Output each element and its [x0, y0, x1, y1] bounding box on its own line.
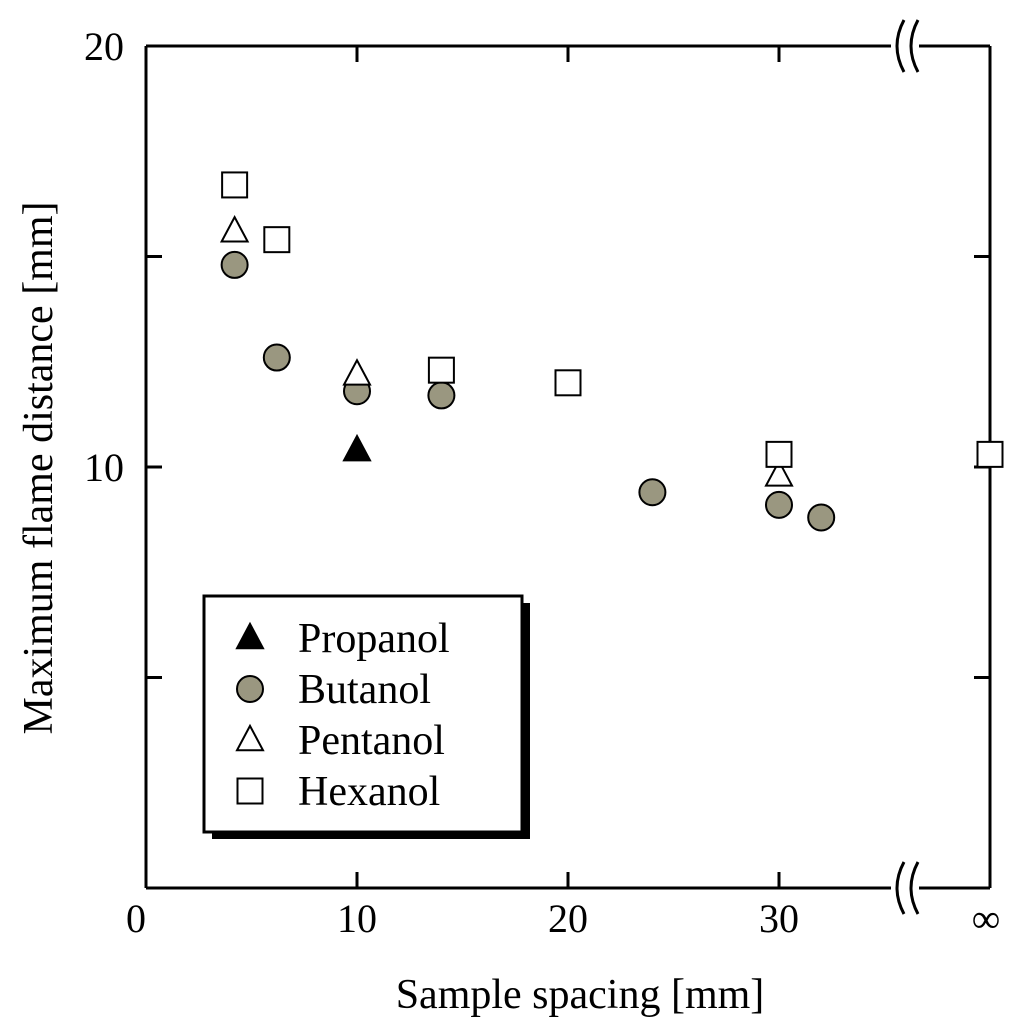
point-pentanol: [219, 215, 250, 243]
point-butanol: [807, 503, 836, 532]
point-butanol: [765, 490, 793, 519]
axis-ticks: [146, 46, 990, 888]
axis-break-mark: [895, 861, 906, 915]
point-butanol: [220, 250, 249, 279]
point-hexanol: [221, 171, 249, 199]
point-hexanol: [427, 356, 455, 384]
point-hexanol: [263, 226, 291, 254]
point-hexanol: [554, 369, 582, 397]
legend-marker-hexanol: [236, 777, 264, 805]
legend-label-hexanol: Hexanol: [298, 769, 440, 815]
point-butanol: [262, 343, 291, 372]
axis-break-mark: [895, 19, 906, 73]
point-butanol: [638, 478, 667, 507]
point-propanol: [342, 433, 372, 462]
x-tick-label: 0: [126, 896, 146, 941]
point-hexanol: [976, 440, 1004, 468]
x-tick-label: 10: [337, 896, 377, 941]
legend: Propanol Butanol Pentanol Hexanol: [202, 594, 530, 839]
legend-marker-propanol: [235, 621, 265, 650]
legend-label-propanol: Propanol: [298, 616, 450, 662]
legend-marker-pentanol: [235, 723, 265, 752]
point-hexanol: [765, 440, 793, 468]
point-pentanol: [764, 459, 794, 487]
legend-label-butanol: Butanol: [298, 667, 431, 713]
axis-break-mark: [909, 861, 920, 915]
axis-break-mark: [909, 19, 920, 73]
y-axis-label: Maximum flame distance [mm]: [16, 201, 62, 734]
axis-breaks: [895, 19, 920, 915]
legend-marker-butanol: [236, 675, 264, 703]
point-butanol: [427, 381, 456, 410]
axis-tick-labels: 0 10 20 30 ∞ 10 20: [84, 24, 1000, 941]
y-tick-label: 20: [84, 24, 124, 69]
x-axis-label: Sample spacing [mm]: [396, 972, 765, 1018]
data-points: [219, 171, 1004, 532]
x-tick-label: 30: [759, 896, 799, 941]
point-pentanol: [342, 358, 372, 386]
legend-label-pentanol: Pentanol: [298, 718, 445, 764]
x-tick-label: 20: [548, 896, 588, 941]
x-tick-label-infinity: ∞: [972, 896, 1001, 941]
y-tick-label: 10: [84, 445, 124, 490]
